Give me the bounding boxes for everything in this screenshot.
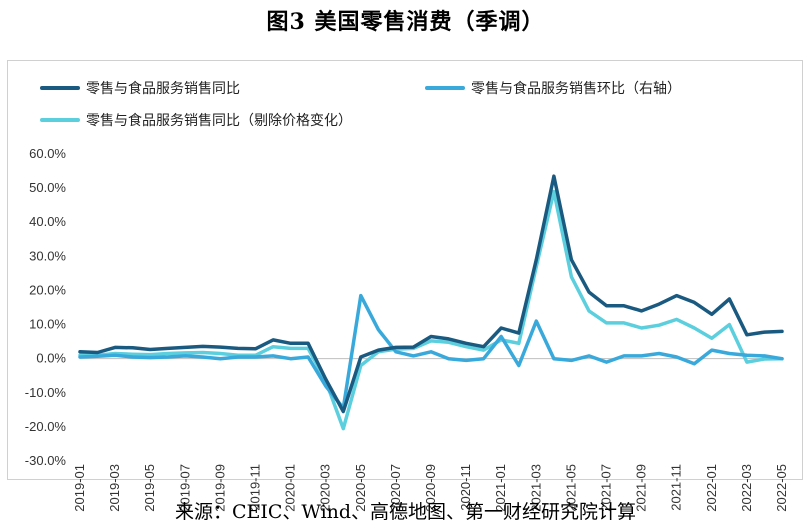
y-tick-label: -20.0%	[25, 419, 67, 434]
y-tick-label: 60.0%	[29, 146, 66, 161]
figure-title: 图3 美国零售消费（季调）	[266, 9, 545, 35]
legend-swatch-yoy	[40, 86, 80, 90]
x-tick-label: 2021-03	[528, 464, 543, 512]
legend-swatch-mom	[425, 86, 465, 90]
series-line-mom	[78, 293, 784, 410]
x-tick-label: 2020-05	[353, 464, 368, 512]
series-line-real-yoy	[78, 189, 784, 431]
legend-label-mom: 零售与食品服务销售环比（右轴）	[471, 81, 681, 97]
x-tick-label: 2019-01	[72, 464, 87, 512]
legend-label-yoy: 零售与食品服务销售同比	[86, 81, 240, 97]
source-note: 来源：CEIC、Wind、高德地图、第一财经研究院计算	[174, 501, 637, 523]
y-tick-label: 10.0%	[29, 317, 66, 332]
legend-item-yoy: 零售与食品服务销售同比	[40, 78, 240, 98]
x-tick-label: 2020-03	[318, 464, 333, 512]
y-tick-label: -30.0%	[25, 453, 67, 468]
x-tick-label: 2021-09	[634, 464, 649, 512]
x-tick-label: 2019-03	[107, 464, 122, 512]
x-tick-label: 2021-11	[669, 464, 684, 511]
x-tick-label: 2020-01	[283, 464, 298, 512]
x-tick-label: 2019-05	[142, 464, 157, 512]
x-tick-label: 2022-01	[704, 464, 719, 512]
series-line-yoy	[78, 174, 784, 414]
x-tick-label: 2019-09	[212, 464, 227, 512]
y-tick-label: 40.0%	[29, 214, 66, 229]
chart-frame	[7, 60, 803, 480]
x-tick-label: 2021-07	[599, 464, 614, 512]
y-tick-label: 50.0%	[29, 180, 66, 195]
y-tick-label: -10.0%	[25, 385, 67, 400]
x-tick-label: 2020-11	[458, 464, 473, 511]
legend-item-mom: 零售与食品服务销售环比（右轴）	[425, 78, 681, 98]
x-tick-label: 2020-07	[388, 464, 403, 512]
legend-item-real-yoy: 零售与食品服务销售同比（剔除价格变化）	[40, 110, 352, 130]
x-tick-label: 2020-09	[423, 464, 438, 512]
y-tick-label: 0.0%	[36, 351, 66, 366]
y-tick-label: 30.0%	[29, 248, 66, 263]
y-tick-label: 20.0%	[29, 282, 66, 297]
x-tick-label: 2021-01	[493, 464, 508, 512]
legend-swatch-real-yoy	[40, 118, 80, 122]
x-tick-label: 2019-11	[248, 464, 263, 511]
legend-label-real-yoy: 零售与食品服务销售同比（剔除价格变化）	[86, 113, 352, 129]
x-tick-label: 2022-05	[774, 464, 789, 512]
x-tick-label: 2022-03	[739, 464, 754, 512]
x-tick-label: 2021-05	[563, 464, 578, 512]
x-tick-label: 2019-07	[177, 464, 192, 512]
